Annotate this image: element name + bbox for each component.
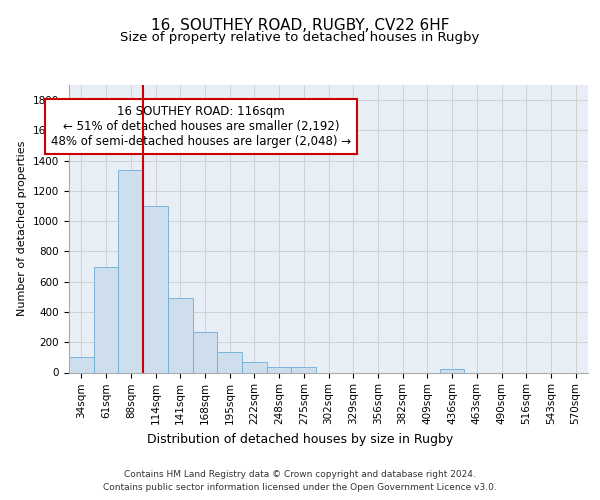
Text: Size of property relative to detached houses in Rugby: Size of property relative to detached ho… <box>121 31 479 44</box>
Bar <box>69 358 94 372</box>
Bar <box>440 370 464 372</box>
Bar <box>118 170 143 372</box>
Text: 16 SOUTHEY ROAD: 116sqm
← 51% of detached houses are smaller (2,192)
48% of semi: 16 SOUTHEY ROAD: 116sqm ← 51% of detache… <box>51 105 352 148</box>
Bar <box>168 298 193 372</box>
Bar <box>292 367 316 372</box>
Text: Distribution of detached houses by size in Rugby: Distribution of detached houses by size … <box>147 432 453 446</box>
Bar <box>217 352 242 372</box>
Y-axis label: Number of detached properties: Number of detached properties <box>17 141 28 316</box>
Bar <box>94 266 118 372</box>
Text: 16, SOUTHEY ROAD, RUGBY, CV22 6HF: 16, SOUTHEY ROAD, RUGBY, CV22 6HF <box>151 18 449 32</box>
Bar <box>193 332 217 372</box>
Text: Contains public sector information licensed under the Open Government Licence v3: Contains public sector information licen… <box>103 484 497 492</box>
Bar <box>242 362 267 372</box>
Text: Contains HM Land Registry data © Crown copyright and database right 2024.: Contains HM Land Registry data © Crown c… <box>124 470 476 479</box>
Bar <box>143 206 168 372</box>
Bar <box>267 367 292 372</box>
